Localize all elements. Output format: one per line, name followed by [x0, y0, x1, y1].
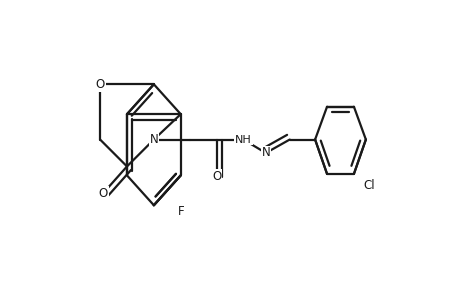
Text: Cl: Cl	[362, 179, 374, 192]
Text: O: O	[212, 170, 221, 183]
Text: F: F	[177, 205, 184, 218]
Text: N: N	[149, 133, 158, 146]
Text: O: O	[98, 187, 107, 200]
Text: N: N	[261, 146, 269, 160]
Text: NH: NH	[235, 134, 251, 145]
Text: O: O	[95, 78, 105, 91]
